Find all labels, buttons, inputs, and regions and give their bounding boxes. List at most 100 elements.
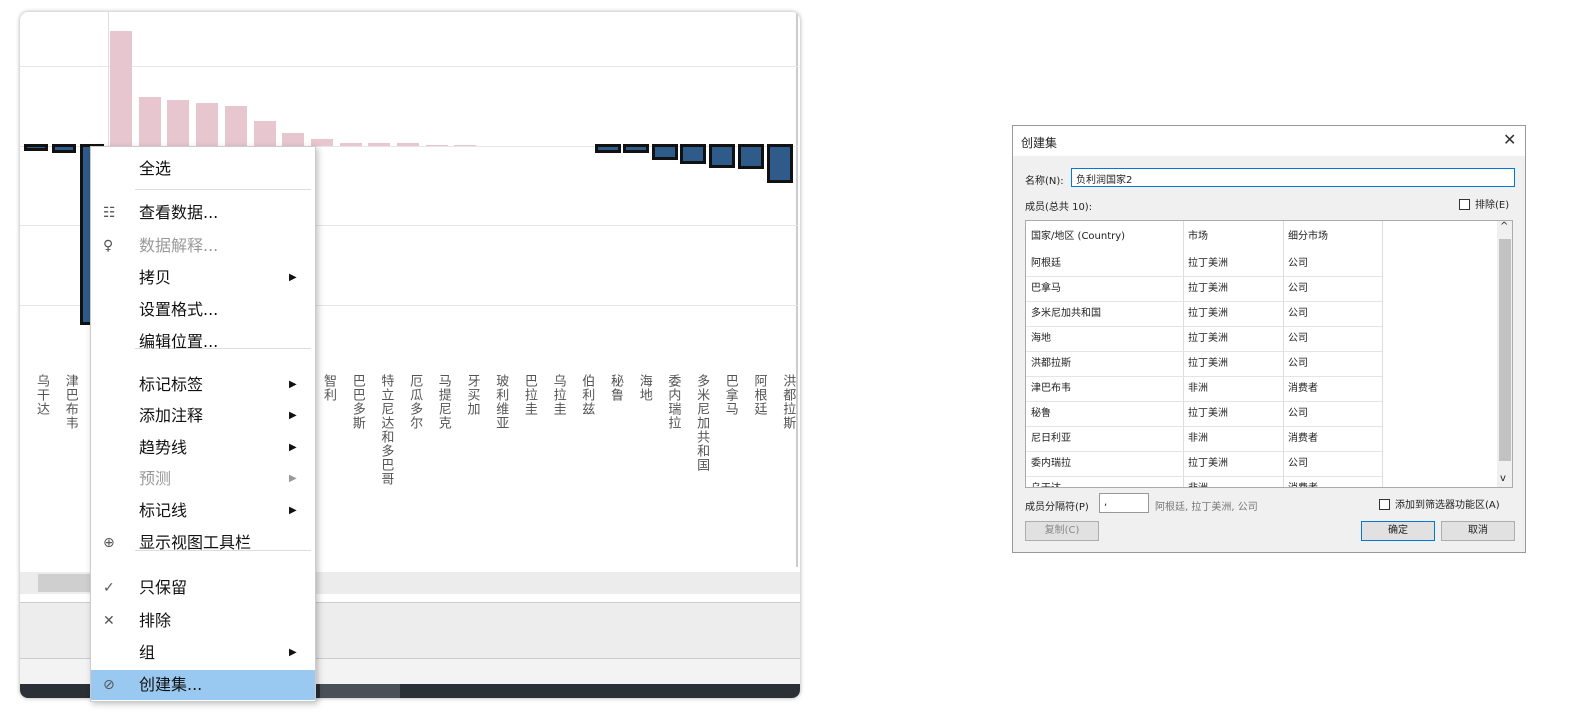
menu-icon: ☷	[103, 205, 116, 221]
row-divider	[1026, 376, 1382, 377]
menu-item[interactable]: 创建集... ⊘	[91, 670, 315, 700]
create-set-dialog: 创建集 ✕ 名称(N): 负利润国家2 成员(总共 10): 排除(E) ^ v…	[1012, 125, 1526, 553]
menu-label: 拷贝	[139, 268, 172, 287]
table-scroll-thumb[interactable]	[1499, 239, 1511, 461]
table-cell: 津巴布韦	[1031, 383, 1071, 394]
row-divider	[1026, 426, 1382, 427]
positive-bar	[310, 139, 333, 146]
positive-bar	[454, 145, 477, 146]
menu-item[interactable]: 数据解释... ♀	[91, 231, 315, 261]
separator-input[interactable]: ,	[1099, 493, 1149, 513]
menu-separator	[135, 348, 311, 349]
menu-label: 排除	[139, 611, 172, 630]
positive-bar	[138, 97, 161, 146]
axis-label: 巴拿马	[722, 374, 738, 416]
axis-label: 巴巴多斯	[349, 374, 365, 430]
name-label: 名称(N):	[1025, 176, 1064, 187]
axis-label: 秘鲁	[608, 374, 623, 402]
row-divider	[1026, 351, 1382, 352]
negative-bar	[595, 144, 621, 153]
table-cell: 公司	[1288, 308, 1308, 319]
table-cell: 洪都拉斯	[1031, 358, 1071, 369]
row-divider	[1026, 451, 1382, 452]
grid-line	[20, 146, 798, 147]
members-label: 成员(总共 10):	[1025, 202, 1093, 213]
add-filter-checkbox[interactable]: 添加到筛选器功能区(A)	[1379, 496, 1500, 511]
context-menu: 全选查看数据... ☷ 数据解释... ♀ 拷贝 ▶ 设置格式... 编辑位置... 标记标签 ▶…	[90, 146, 316, 702]
table-cell: 公司	[1288, 258, 1308, 269]
table-cell: 公司	[1288, 333, 1308, 344]
menu-item[interactable]: 组 ▶	[91, 638, 315, 668]
axis-label: 多米尼加共和国	[694, 374, 710, 472]
table-cell: 拉丁美洲	[1188, 408, 1228, 419]
taskbar-item	[320, 684, 400, 698]
menu-item[interactable]: 标记线 ▶	[91, 496, 315, 526]
column-divider	[1183, 221, 1184, 487]
positive-bar	[397, 143, 419, 146]
negative-bar	[52, 144, 76, 153]
table-cell: 拉丁美洲	[1188, 333, 1228, 344]
negative-bar	[680, 144, 706, 164]
table-cell: 公司	[1288, 408, 1308, 419]
axis-label: 马提尼克	[435, 374, 451, 430]
positive-bar	[224, 106, 247, 146]
submenu-arrow: ▶	[289, 473, 297, 484]
menu-item[interactable]: 拷贝 ▶	[91, 263, 315, 293]
ok-button[interactable]: 确定	[1361, 521, 1435, 541]
menu-item[interactable]: 排除 ✕	[91, 606, 315, 636]
axis-label: 津巴布韦	[62, 374, 78, 430]
menu-item[interactable]: 趋势线 ▶	[91, 433, 315, 463]
close-button[interactable]: ✕	[1503, 130, 1517, 149]
negative-bar	[709, 144, 735, 168]
axis-label: 玻利维亚	[493, 374, 509, 430]
menu-icon: ⊕	[103, 535, 115, 551]
negative-bar	[767, 144, 793, 183]
menu-item[interactable]: 设置格式...	[91, 295, 315, 325]
scroll-down[interactable]: v	[1500, 473, 1506, 484]
menu-item[interactable]: 预测 ▶	[91, 464, 315, 494]
menu-label: 创建集...	[139, 675, 203, 694]
menu-label: 趋势线	[139, 438, 188, 457]
grid-line	[20, 225, 798, 226]
copy-button[interactable]: 复制(C)	[1025, 521, 1099, 541]
positive-bar	[339, 143, 362, 146]
exclude-label: 排除(E)	[1475, 200, 1510, 211]
name-input[interactable]: 负利润国家2	[1071, 168, 1515, 187]
separator-value: ,	[1104, 497, 1108, 508]
submenu-arrow: ▶	[289, 647, 297, 658]
submenu-arrow: ▶	[289, 272, 297, 283]
submenu-arrow: ▶	[289, 505, 297, 516]
scroll-up[interactable]: ^	[1500, 221, 1509, 232]
menu-item[interactable]: 全选	[91, 154, 315, 184]
axis-label: 委内瑞拉	[665, 374, 681, 430]
menu-label: 数据解释...	[139, 236, 219, 255]
scroll-thumb[interactable]	[38, 574, 98, 592]
axis-label: 特立尼达和多巴哥	[378, 374, 394, 486]
menu-icon: ✕	[103, 613, 115, 629]
table-cell: 阿根廷	[1031, 258, 1061, 269]
positive-bar	[110, 31, 132, 146]
menu-item[interactable]: 编辑位置...	[91, 327, 315, 357]
cancel-button[interactable]: 取消	[1441, 521, 1515, 541]
menu-icon: ♀	[103, 238, 114, 254]
header-cell: 国家/地区 (Country)	[1031, 231, 1126, 242]
view-edge	[796, 12, 798, 567]
table-cell: 拉丁美洲	[1188, 358, 1228, 369]
name-value: 负利润国家2	[1076, 175, 1133, 186]
menu-separator	[135, 550, 311, 551]
table-cell: 非洲	[1188, 433, 1208, 444]
exclude-checkbox[interactable]: 排除(E)	[1459, 196, 1509, 211]
menu-item[interactable]: 标记标签 ▶	[91, 370, 315, 400]
menu-item[interactable]: 只保留 ✓	[91, 573, 315, 603]
separator-label: 成员分隔符(P)	[1025, 502, 1089, 513]
menu-item[interactable]: 显示视图工具栏 ⊕	[91, 528, 315, 558]
axis-label: 伯利兹	[579, 374, 595, 416]
table-cell: 公司	[1288, 358, 1308, 369]
menu-item[interactable]: 查看数据... ☷	[91, 198, 315, 228]
add-filter-label: 添加到筛选器功能区(A)	[1395, 500, 1500, 511]
menu-item[interactable]: 添加注释 ▶	[91, 401, 315, 431]
table-cell: 拉丁美洲	[1188, 283, 1228, 294]
table-cell: 乌干达	[1026, 476, 1183, 487]
menu-label: 设置格式...	[139, 300, 219, 319]
positive-bar	[167, 100, 190, 146]
